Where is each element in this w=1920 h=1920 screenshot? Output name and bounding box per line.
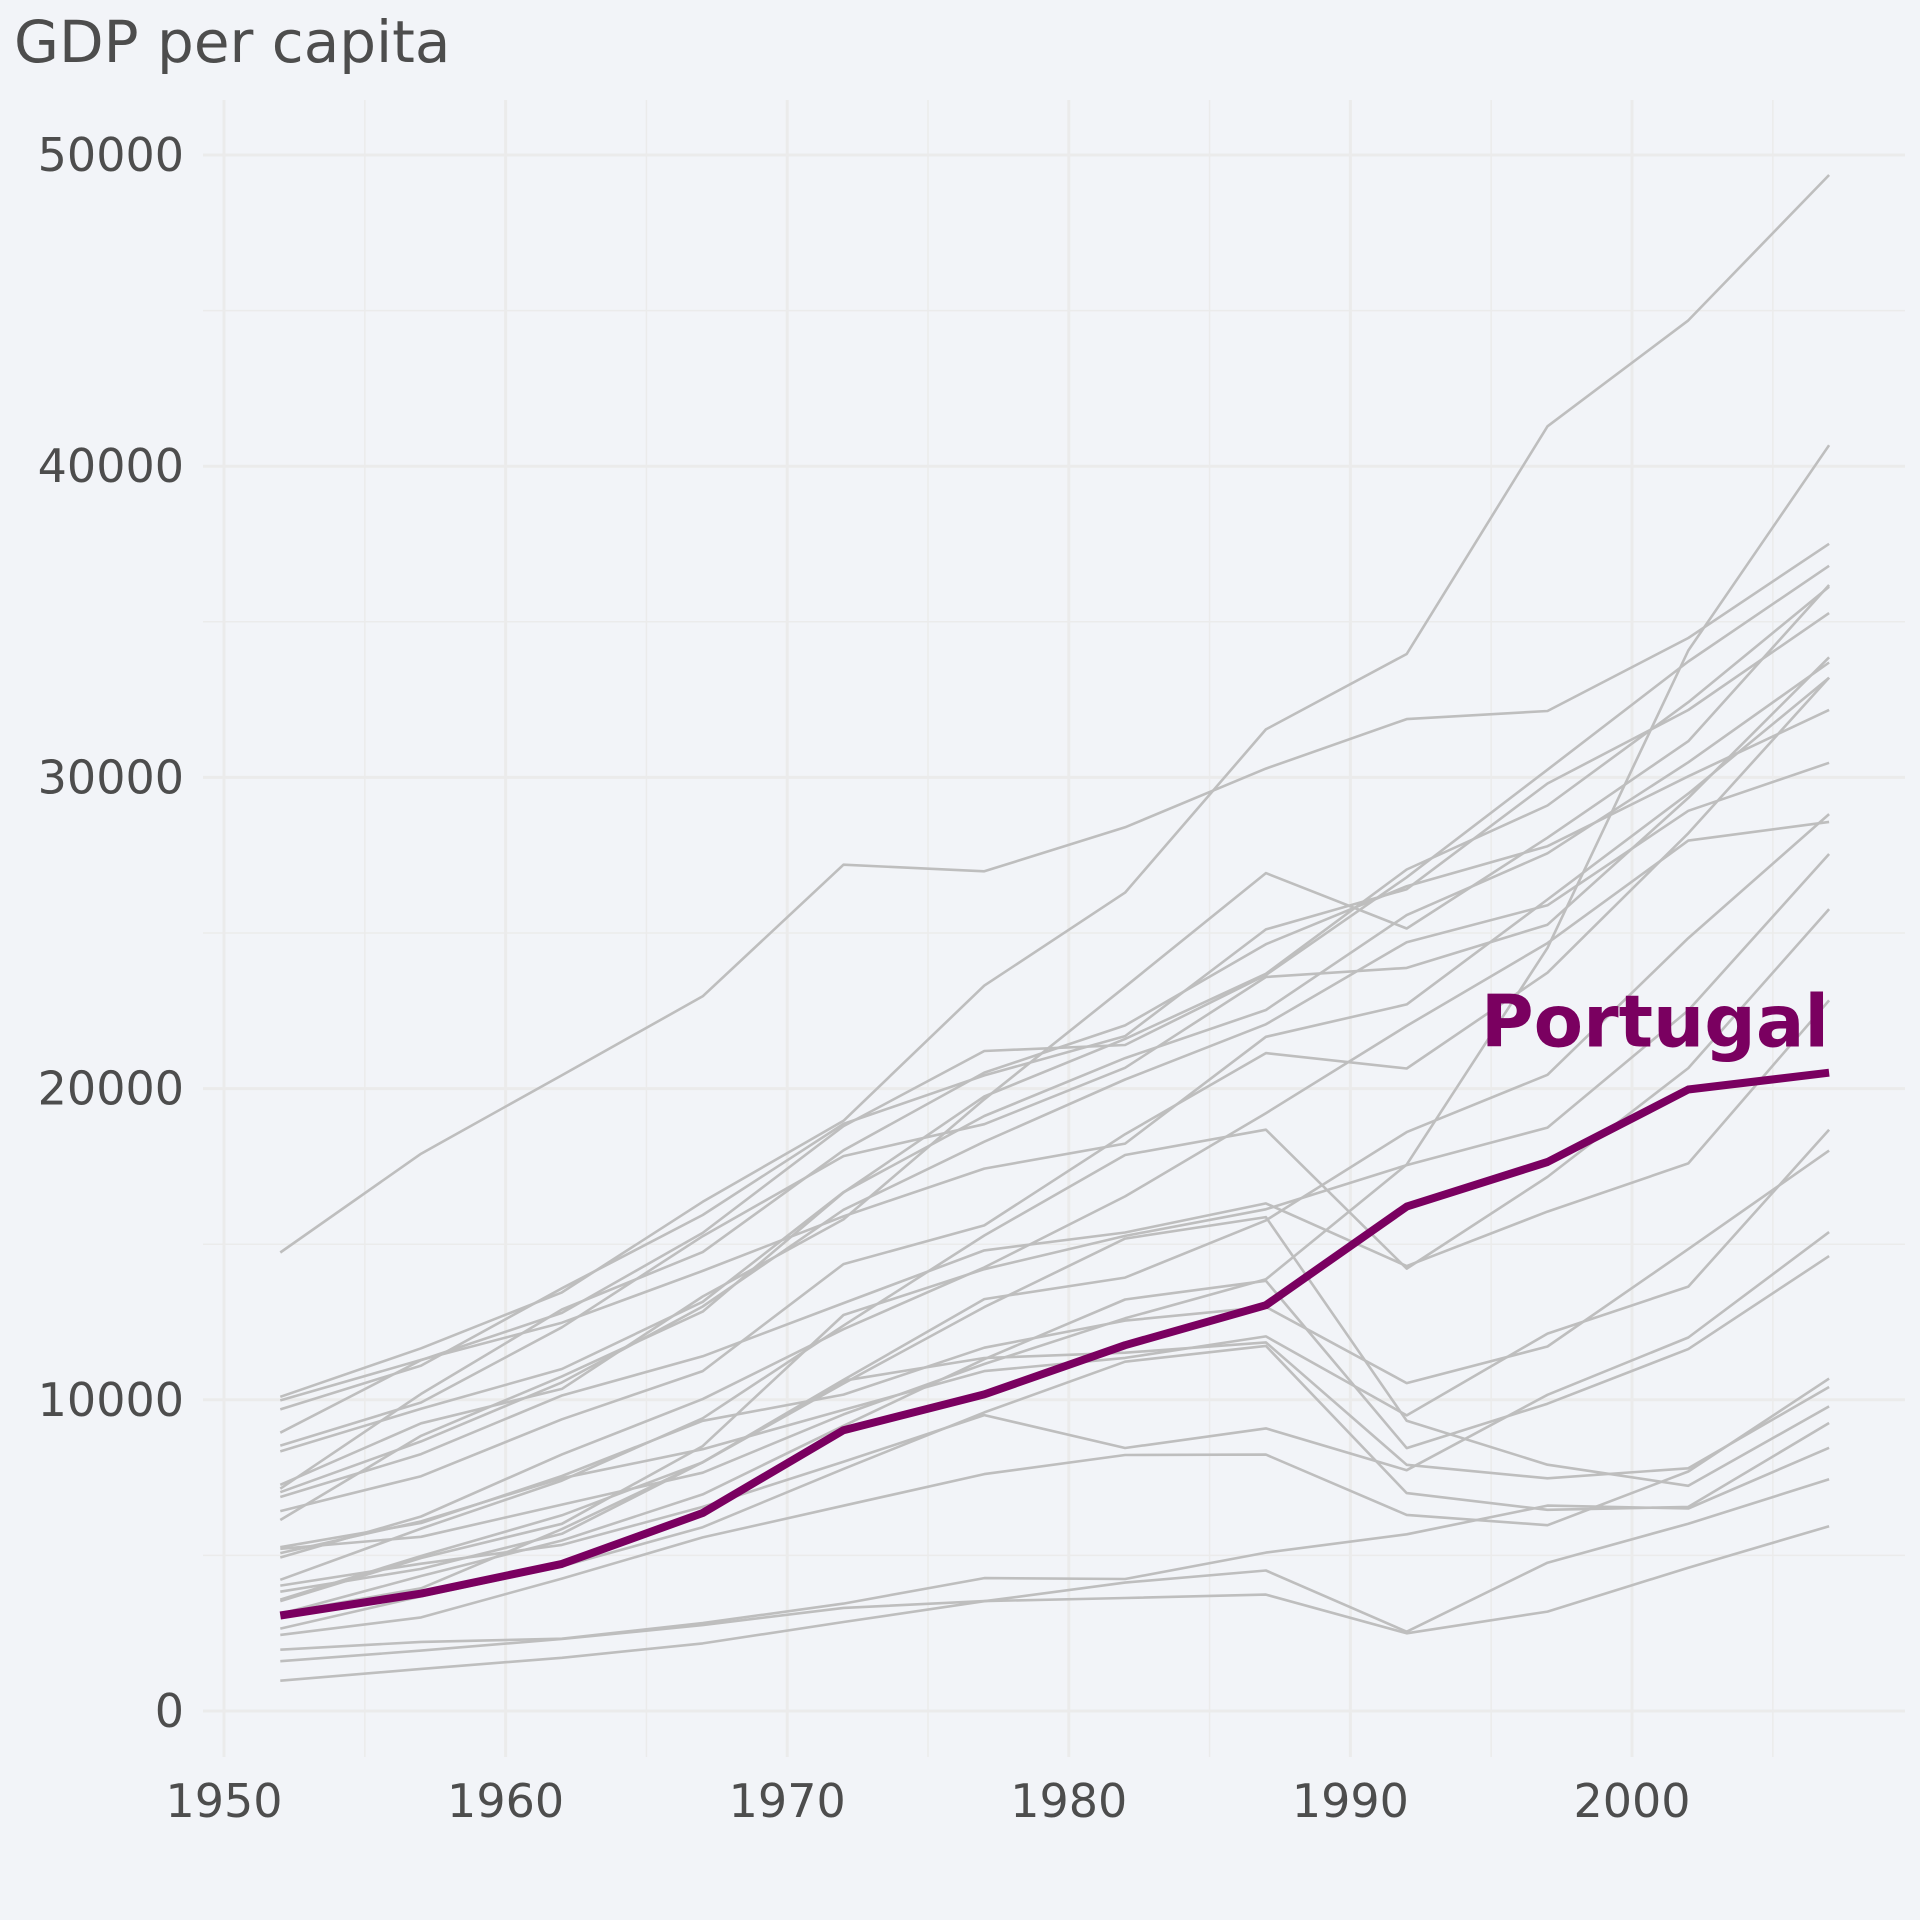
country-line-turkey <box>280 1446 1830 1651</box>
country-line-bosnia-and-herzegovina <box>280 1478 1830 1682</box>
country-line-switzerland <box>279 542 1830 1254</box>
highlight-label: Portugal <box>1481 980 1829 1064</box>
country-line-croatia <box>279 1255 1830 1616</box>
country-line-netherlands <box>279 564 1830 1434</box>
country-line-austria <box>279 585 1830 1522</box>
y-tick-label: 50000 <box>38 128 184 182</box>
country-line-ireland <box>280 444 1831 1551</box>
x-axis: 1950 1960 1970 1980 1990 2000 <box>165 1774 1690 1828</box>
country-line-france <box>279 761 1830 1494</box>
x-tick-label: 1970 <box>729 1774 846 1828</box>
highlight-line-portugal <box>279 1068 1830 1620</box>
x-tick-label: 1950 <box>165 1774 282 1828</box>
chart-title: GDP per capita <box>14 8 450 76</box>
country-line-greece <box>279 853 1831 1603</box>
country-line-sweden <box>279 656 1831 1447</box>
country-line-albania <box>280 1524 1830 1663</box>
country-line-poland <box>280 1231 1830 1587</box>
x-tick-label: 2000 <box>1573 1774 1690 1828</box>
y-tick-label: 30000 <box>38 750 184 804</box>
country-line-spain <box>280 813 1830 1593</box>
x-tick-label: 1960 <box>447 1774 564 1828</box>
country-line-united-kingdom <box>279 676 1830 1402</box>
country-line-iceland <box>279 584 1831 1486</box>
y-tick-label: 40000 <box>38 439 184 493</box>
y-tick-label: 0 <box>155 1684 184 1738</box>
country-line-hungary <box>280 1149 1830 1549</box>
country-line-norway <box>279 174 1831 1399</box>
x-tick-label: 1990 <box>1292 1774 1409 1828</box>
highlight-series: Portugal <box>279 980 1830 1620</box>
country-line-slovenia <box>279 908 1831 1582</box>
country-line-bulgaria <box>280 1377 1830 1637</box>
y-tick-label: 20000 <box>38 1062 184 1116</box>
x-tick-label: 1980 <box>1010 1774 1127 1828</box>
country-line-finland <box>279 676 1831 1513</box>
y-axis: 0 10000 20000 30000 40000 50000 <box>38 128 184 1738</box>
country-line-belgium <box>279 661 1830 1453</box>
country-line-czech-republic <box>279 999 1831 1499</box>
country-line-italy <box>279 820 1830 1559</box>
country-line-slovak-republic <box>280 1128 1831 1555</box>
country-line-serbia <box>279 1215 1830 1601</box>
y-tick-label: 10000 <box>38 1373 184 1427</box>
country-lines <box>279 174 1831 1682</box>
